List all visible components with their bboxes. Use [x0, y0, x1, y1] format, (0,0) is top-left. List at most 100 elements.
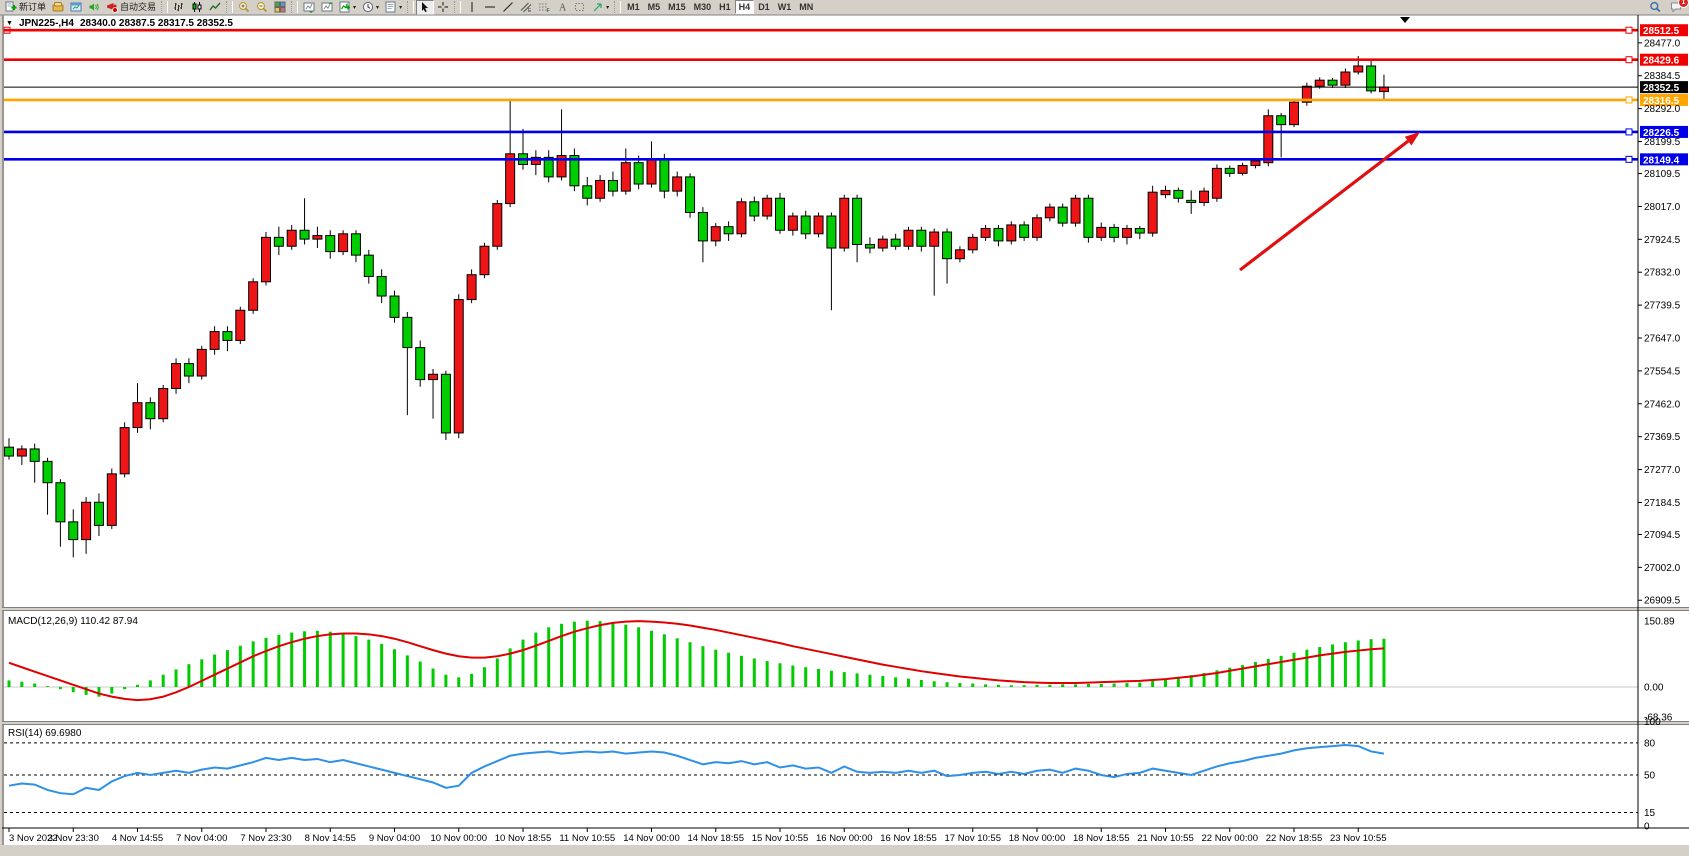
chart-background — [2, 15, 1689, 845]
time-axis-label: 3 Nov 2022 — [9, 833, 58, 844]
candlestick-chart-button[interactable] — [188, 0, 206, 15]
chart-canvas[interactable]: 28512.5 28429.6 28316.5 28226.5 28149.4 28352… — [0, 14, 1689, 851]
chart-menu-icon[interactable]: ▼ — [6, 20, 13, 27]
bull-candle-body — [1353, 65, 1364, 73]
arrows-button[interactable]: ▾ — [589, 0, 612, 15]
line-chart-button[interactable] — [206, 0, 224, 15]
templates-button[interactable]: ▾ — [382, 0, 405, 15]
bear-candle-body — [1366, 65, 1377, 92]
tile-windows-button[interactable] — [271, 0, 289, 15]
trend-arrow-head[interactable] — [1404, 132, 1420, 146]
toolbar-right-group: 1 — [1646, 0, 1689, 15]
time-axis-label: 22 Nov 00:00 — [1201, 833, 1258, 844]
timeframe-m1-label: M1 — [627, 2, 640, 12]
resistance-line-1-handle[interactable] — [1625, 26, 1633, 34]
horizontal-line-button[interactable] — [481, 0, 499, 15]
resistance-line-2-tag-text: 28429.6 — [1643, 56, 1680, 67]
bull-candle-body — [736, 201, 747, 235]
pane-separator[interactable] — [2, 607, 1689, 611]
cursor-button[interactable] — [416, 0, 435, 15]
bull-candle-body — [646, 158, 657, 185]
price-axis-label: 28199.5 — [1644, 137, 1681, 148]
price-axis-label: 27369.5 — [1644, 432, 1681, 443]
channel-button[interactable]: E — [517, 0, 535, 15]
bear-candle-body — [942, 231, 953, 260]
fibonacci-button[interactable]: F — [535, 0, 553, 15]
timeframe-m1[interactable]: M1 — [623, 0, 644, 14]
support-line-2-handle[interactable] — [1625, 155, 1633, 163]
new-order-button[interactable]: 新订单 — [2, 0, 49, 15]
timeframe-mn[interactable]: MN — [795, 0, 817, 14]
search-icon — [1650, 1, 1661, 13]
time-axis-label: 3 Nov 23:30 — [48, 833, 99, 844]
new-order-button-label: 新订单 — [19, 1, 47, 12]
dropdown-caret-icon[interactable]: ▾ — [353, 4, 357, 11]
trend-arrow-line[interactable] — [1239, 139, 1410, 272]
auto-trading-button[interactable]: 自动交易 — [103, 0, 159, 15]
bear-candle-body — [775, 197, 785, 231]
sound-alerts-button[interactable] — [85, 0, 103, 15]
svg-text:A: A — [559, 3, 567, 14]
bear-candle-body — [543, 156, 554, 178]
bear-candle-body — [402, 316, 413, 349]
indicators-button[interactable]: ▾ — [336, 0, 359, 15]
timeframe-m5[interactable]: M5 — [644, 0, 665, 14]
timeframe-d1[interactable]: D1 — [754, 0, 774, 14]
macd-signal-line — [8, 620, 1385, 702]
pivot-line-handle[interactable] — [1625, 96, 1633, 104]
bear-candle-body — [916, 229, 927, 247]
hline-icon — [485, 6, 496, 8]
crosshair-button[interactable] — [434, 0, 452, 15]
text-button[interactable]: A — [553, 0, 571, 15]
time-axis-label: 18 Nov 00:00 — [1009, 833, 1066, 844]
macd-axis-label: 150.89 — [1644, 616, 1675, 627]
line-left-handle[interactable] — [3, 26, 11, 34]
search-button[interactable] — [1646, 0, 1664, 15]
bull-candle-body — [1199, 190, 1210, 204]
timeframe-m15[interactable]: M15 — [664, 0, 690, 14]
pane-separator[interactable] — [2, 721, 1689, 725]
dropdown-caret-icon[interactable]: ▾ — [376, 4, 380, 11]
bull-candle-body — [1211, 167, 1222, 199]
time-axis-label: 17 Nov 10:55 — [944, 833, 1001, 844]
resistance-line-2-handle[interactable] — [1625, 56, 1633, 64]
vertical-line-button[interactable] — [463, 0, 481, 15]
bull-candle-body — [466, 274, 477, 301]
rsi-axis-label: 50 — [1644, 771, 1656, 782]
price-axis-label: 27094.5 — [1644, 530, 1681, 541]
timeframe-m30[interactable]: M30 — [690, 0, 716, 14]
bear-candle-body — [659, 158, 670, 192]
rsi-axis-label: 80 — [1644, 738, 1656, 749]
shapes-button[interactable] — [571, 0, 589, 15]
history-center-button[interactable] — [49, 0, 67, 15]
auto-trading-button-label: 自动交易 — [120, 1, 157, 12]
bear-candle-body — [440, 373, 451, 434]
zoom-in-button[interactable] — [235, 0, 253, 15]
zoom-out-button[interactable] — [253, 0, 271, 15]
timeframe-h1[interactable]: H1 — [715, 0, 735, 14]
periods-button[interactable]: ▾ — [359, 0, 382, 15]
support-line-1-handle[interactable] — [1625, 128, 1633, 136]
bull-candle-body — [967, 236, 978, 251]
bull-candle-body — [261, 236, 271, 283]
bear-candle-body — [55, 482, 66, 523]
market-watch-button[interactable] — [67, 0, 85, 15]
arrows-icon — [593, 3, 602, 12]
dropdown-caret-icon[interactable]: ▾ — [399, 4, 403, 11]
time-axis-label: 9 Nov 04:00 — [369, 833, 420, 844]
dropdown-caret-icon[interactable]: ▾ — [606, 4, 610, 11]
price-axis-label: 28292.0 — [1644, 104, 1681, 115]
bull-candle-body — [81, 501, 92, 541]
chart-shift-marker[interactable] — [1400, 17, 1410, 23]
chart-shift-button[interactable] — [318, 0, 336, 15]
bull-candle-body — [492, 203, 503, 247]
auto-scroll-button[interactable] — [300, 0, 318, 15]
bear-candle-body — [145, 402, 156, 420]
notifications-button[interactable]: 1 — [1667, 0, 1689, 15]
timeframe-w1[interactable]: W1 — [774, 0, 796, 14]
timeframe-h4[interactable]: H4 — [734, 0, 755, 14]
rsi-axis-label: 15 — [1644, 808, 1656, 819]
bear-candle-body — [363, 254, 374, 277]
trendline-button[interactable] — [499, 0, 517, 15]
bar-chart-button[interactable] — [170, 0, 188, 15]
